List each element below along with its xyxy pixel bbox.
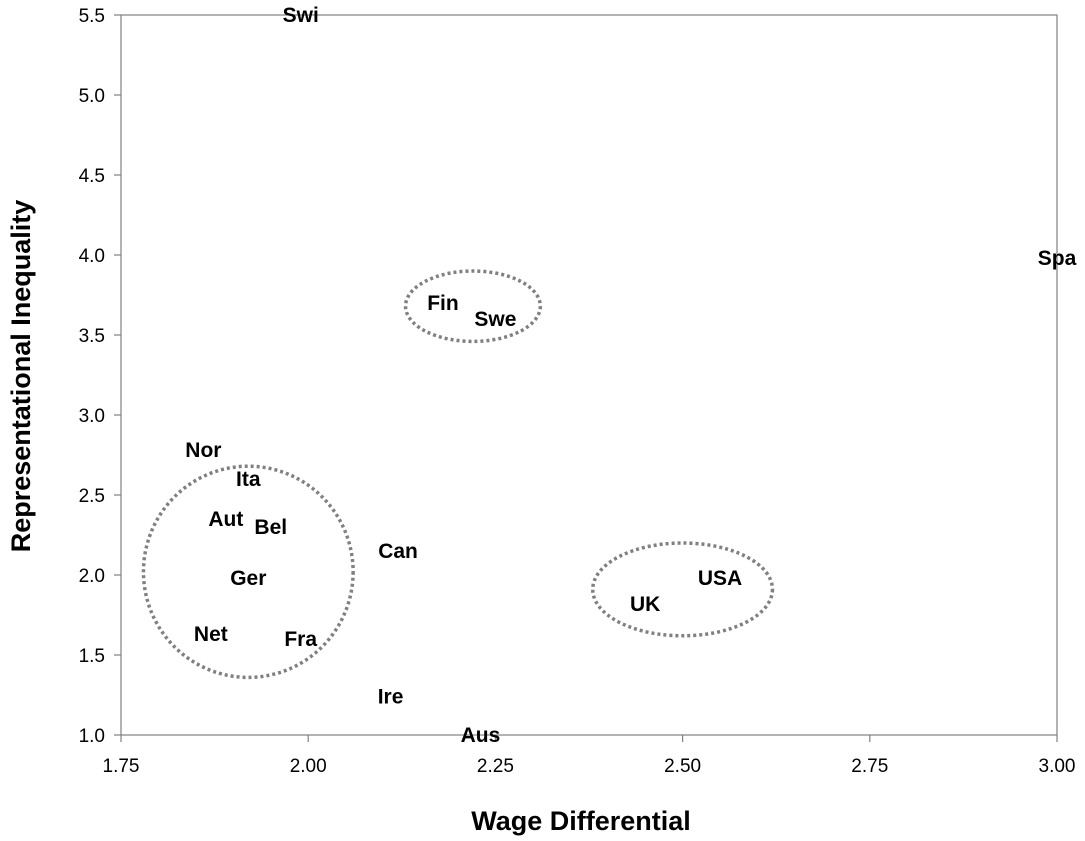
point-label-aut: Aut	[208, 508, 243, 531]
data-points: Swi Spa Fin Swe Nor Ita Aut Bel Can Ger USA UK Net Fr…	[185, 4, 1076, 747]
x-tick-label: 2.50	[664, 756, 701, 777]
x-tick-label: 2.25	[477, 756, 514, 777]
point-label-nor: Nor	[185, 439, 221, 462]
plot-border	[120, 14, 1058, 736]
point-label-spa: Spa	[1038, 247, 1077, 270]
y-tick-label: 1.5	[79, 646, 105, 667]
cluster-ellipse	[141, 464, 355, 680]
point-label-net: Net	[194, 623, 228, 646]
point-label-usa: USA	[698, 567, 742, 590]
point-label-can: Can	[378, 540, 418, 563]
y-axis-title: Representational Inequality	[6, 200, 36, 553]
y-tick-label: 2.0	[79, 566, 105, 587]
cluster-ellipse	[590, 541, 775, 638]
x-tick-label: 3.00	[1039, 756, 1076, 777]
point-label-ger: Ger	[230, 567, 266, 590]
point-label-fin: Fin	[427, 292, 459, 315]
y-tick-label: 5.0	[79, 86, 105, 107]
cluster-ellipse	[403, 269, 543, 344]
y-tick-label: 4.5	[79, 166, 105, 187]
y-tick-label: 2.5	[79, 486, 105, 507]
y-tick-label: 5.5	[79, 6, 105, 27]
point-label-ita: Ita	[236, 468, 261, 491]
y-tick-label: 3.0	[79, 406, 105, 427]
point-label-fra: Fra	[284, 628, 317, 651]
cluster-outlines	[141, 269, 775, 680]
x-axis-title: Wage Differential	[471, 806, 691, 836]
point-label-bel: Bel	[254, 516, 287, 539]
x-tick-label: 1.75	[103, 756, 140, 777]
y-axis: 1.0 1.5 2.0 2.5 3.0 3.5 4.0 4.5 5.0 5.5	[79, 6, 121, 747]
y-tick-label: 4.0	[79, 246, 105, 267]
point-label-aus: Aus	[461, 724, 501, 747]
x-axis: 1.75 2.00 2.25 2.50 2.75 3.00	[103, 735, 1076, 777]
y-tick-label: 1.0	[79, 726, 105, 747]
point-label-swi: Swi	[283, 4, 319, 27]
plot-area	[120, 14, 1058, 736]
y-tick-label: 3.5	[79, 326, 105, 347]
x-tick-label: 2.00	[290, 756, 327, 777]
point-label-swe: Swe	[474, 308, 516, 331]
point-label-uk: UK	[630, 593, 660, 616]
point-label-ire: Ire	[378, 686, 404, 709]
x-tick-label: 2.75	[851, 756, 888, 777]
